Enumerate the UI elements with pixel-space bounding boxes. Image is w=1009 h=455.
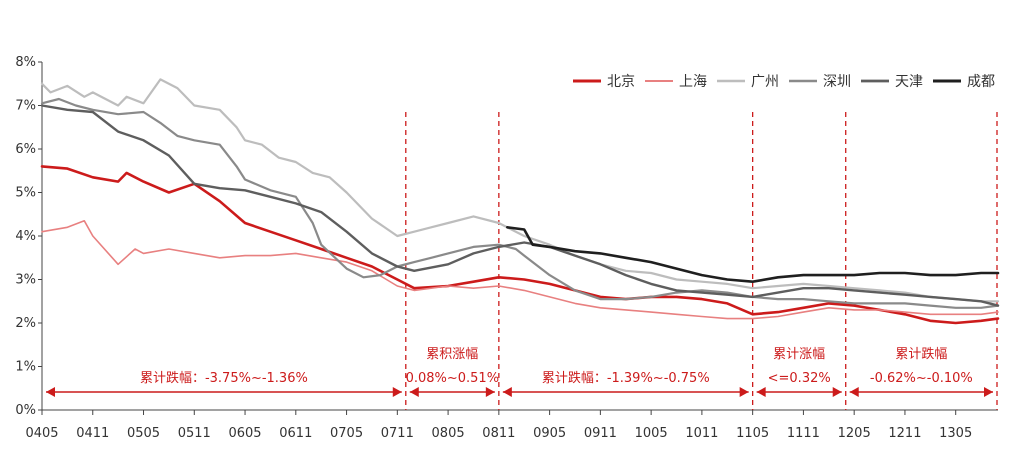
phase-annotation: 累计跌幅：-1.39%~-0.75%	[542, 370, 710, 386]
y-tick-label: 1%	[15, 360, 36, 375]
legend-label: 成都	[967, 74, 995, 90]
legend-label: 上海	[679, 74, 707, 90]
phase-arrowhead-left	[756, 387, 766, 397]
phase-annotation-title: 累计跌幅	[895, 346, 947, 362]
y-tick-label: 6%	[15, 142, 36, 157]
series-line-上海	[41, 220, 999, 320]
x-tick-label: 1211	[888, 426, 921, 441]
series-line-天津	[40, 104, 1000, 307]
y-tick-label: 7%	[15, 99, 36, 114]
phase-arrowhead-right	[739, 387, 749, 397]
series-line-北京	[40, 165, 1000, 325]
x-tick-label: 1005	[635, 426, 668, 441]
y-tick-label: 8%	[15, 55, 36, 70]
phase-arrowhead-right	[485, 387, 495, 397]
phase-annotation-range: 0.08%~0.51%	[406, 371, 500, 386]
x-tick-label: 0405	[25, 426, 58, 441]
x-tick-label: 1305	[939, 426, 972, 441]
phase-arrowhead-right	[832, 387, 842, 397]
x-tick-label: 1111	[787, 426, 820, 441]
series-line-深圳	[40, 97, 1000, 309]
x-tick-label: 1205	[838, 426, 871, 441]
phase-annotation-range: -0.62%~-0.10%	[870, 371, 973, 386]
x-tick-label: 0705	[330, 426, 363, 441]
phase-arrowhead-left	[46, 387, 55, 397]
axes: 0% 1% 2% 3% 4% 5% 6% 7% 8% 0405 0411 0505 0511 0605 06…	[15, 55, 998, 441]
phase-annotations: 累计跌幅：-3.75%~-1.36% 累积涨幅 0.08%~0.51% 累计跌幅：-1…	[46, 346, 993, 397]
x-tick-label: 0411	[76, 426, 109, 441]
legend-label: 广州	[751, 74, 779, 90]
phase-arrowhead-left	[502, 387, 512, 397]
phase-arrowhead-right	[984, 387, 993, 397]
phase-annotation-title: 累积涨幅	[426, 347, 478, 362]
x-tick-label: 0905	[533, 426, 566, 441]
legend: 成都 天津 深圳 广州 上海 北京	[573, 74, 995, 90]
y-tick-label: 4%	[15, 229, 36, 244]
phase-arrowhead-right	[392, 387, 402, 397]
legend-label: 北京	[607, 74, 635, 90]
legend-label: 深圳	[823, 74, 851, 90]
x-tick-label: 0505	[127, 426, 160, 441]
x-tick-label: 0611	[279, 426, 312, 441]
phase-arrowhead-left	[409, 387, 419, 397]
series-line-成都	[506, 226, 1000, 283]
x-tick-label: 1105	[736, 426, 769, 441]
series-lines	[40, 78, 1000, 325]
x-tick-label: 1011	[685, 426, 718, 441]
phase-arrowhead-left	[849, 387, 859, 397]
legend-label: 天津	[895, 74, 923, 90]
phase-annotation: 累计跌幅：-3.75%~-1.36%	[140, 370, 308, 386]
x-tick-label: 0511	[178, 426, 211, 441]
series-line-广州	[40, 78, 1000, 303]
x-tick-label: 0811	[482, 426, 515, 441]
phase-annotation-range: <=0.32%	[768, 371, 831, 386]
x-tick-label: 0711	[381, 426, 414, 441]
phase-annotation-title: 累计涨幅	[773, 347, 825, 362]
y-tick-label: 2%	[15, 316, 36, 331]
x-tick-label: 0911	[584, 426, 617, 441]
y-tick-label: 5%	[15, 186, 36, 201]
x-tick-label: 0805	[432, 426, 465, 441]
y-tick-label: 3%	[15, 273, 36, 288]
y-tick-label: 0%	[15, 403, 36, 418]
x-tick-label: 0605	[228, 426, 261, 441]
phase-dividers	[405, 112, 998, 410]
